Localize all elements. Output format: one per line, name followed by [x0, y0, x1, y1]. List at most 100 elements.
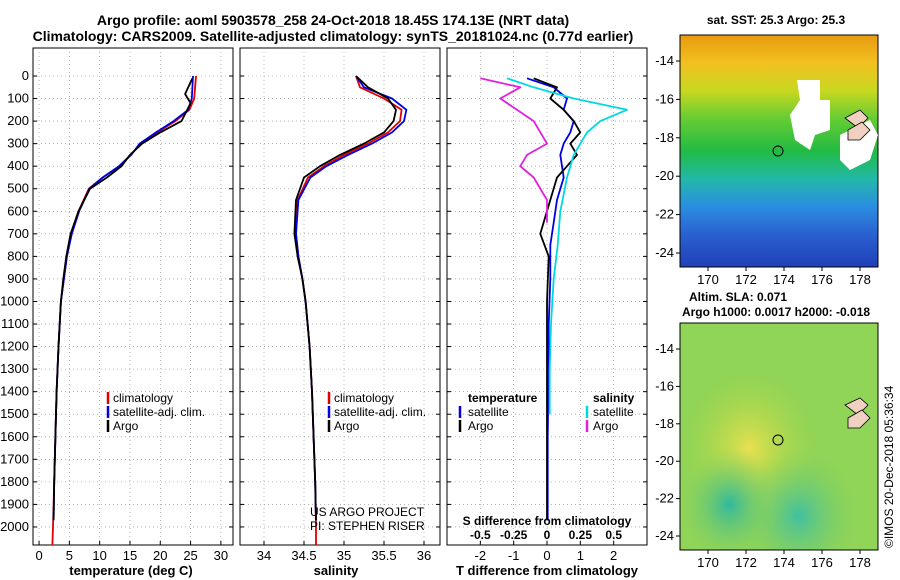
- map-y-tick-label: -16: [655, 378, 674, 393]
- sla-map-title-line-2: Argo h1000: 0.0017 h2000: -0.018: [682, 305, 870, 319]
- credit-pi: PI: STEPHEN RISER: [310, 519, 425, 533]
- map-x-tick-label: 176: [811, 555, 833, 570]
- s-diff-tick-label: -0.5: [470, 528, 491, 542]
- x-tick-label: 0: [35, 548, 42, 563]
- map-y-tick-label: -18: [655, 416, 674, 431]
- land-island: [847, 121, 871, 141]
- y-tick-label: 1100: [1, 316, 29, 331]
- series-salinity-argo: [293, 75, 397, 521]
- grid-layer: [33, 48, 647, 545]
- sst-map-axes: -14 -16 -18 -20 -22 -24 170 172 174 176 178: [655, 53, 871, 287]
- x-tick-label: 20: [153, 548, 167, 563]
- sla-map: [679, 322, 879, 551]
- y-tick-label: 800: [7, 248, 29, 263]
- map-y-tick-label: -20: [655, 453, 674, 468]
- y-tick-label: 900: [7, 271, 29, 286]
- x-tick-label: 34: [257, 548, 271, 563]
- argo-float-marker: [772, 145, 784, 157]
- map-y-tick-label: -24: [655, 245, 674, 260]
- series-temperature-climatology: [51, 75, 197, 546]
- legend-label-s-satellite: satellite: [593, 405, 634, 419]
- map-y-tick-label: -22: [655, 207, 674, 222]
- temperature-xlabel: temperature (deg C): [69, 563, 193, 578]
- map-x-tick-label: 178: [849, 555, 871, 570]
- y-tick-label: 1800: [0, 474, 29, 489]
- temperature-legend: climatology satellite-adj. clim. Argo: [106, 391, 205, 433]
- ticks-layer: 0 5 10 15 20 25 300100200300400500600700800900…: [0, 68, 647, 563]
- temperature-panel-frame: [32, 47, 234, 546]
- x-tick-label: 15: [123, 548, 137, 563]
- map-x-tick-label: 170: [697, 272, 719, 287]
- title-line-2: Climatology: CARS2009. Satellite-adjuste…: [33, 28, 634, 44]
- series-temperature-argo: [52, 77, 194, 521]
- map-y-tick-label: -24: [655, 528, 674, 543]
- y-tick-label: 1000: [0, 293, 29, 308]
- sla-map-frame: [679, 322, 879, 551]
- y-tick-label: 300: [7, 136, 29, 151]
- x-tick-label: 34.5: [291, 548, 316, 563]
- sla-low-anomaly-west: [680, 323, 878, 550]
- legend-label-argo: Argo: [113, 419, 139, 433]
- map-y-tick-label: -22: [655, 491, 674, 506]
- legend-label-satellite: satellite-adj. clim.: [334, 405, 426, 419]
- legend-heading-temperature: temperature: [468, 391, 538, 405]
- x-tick-label: 10: [92, 548, 106, 563]
- legend-label-s-argo: Argo: [593, 419, 619, 433]
- sst-map-frame: [679, 34, 879, 268]
- y-tick-label: 600: [7, 203, 29, 218]
- y-tick-label: 500: [7, 181, 29, 196]
- legend-label-t-satellite: satellite: [468, 405, 509, 419]
- series-difference-t-argo: [533, 77, 582, 521]
- map-x-tick-label: 174: [773, 272, 795, 287]
- series-difference-s-satellite: [506, 77, 628, 415]
- x-tick-label: 35.5: [371, 548, 396, 563]
- salinity-xlabel: salinity: [314, 563, 360, 578]
- series-temperature-satellite-adj-clim-: [52, 75, 194, 521]
- x-tick-label: -1: [508, 548, 520, 563]
- y-tick-label: 400: [7, 158, 29, 173]
- y-tick-label: 0: [22, 68, 29, 83]
- legend-label-argo: Argo: [334, 419, 360, 433]
- salinity-panel-frame: [239, 47, 441, 546]
- map-x-tick-label: 172: [735, 555, 757, 570]
- y-tick-label: 200: [7, 113, 29, 128]
- difference-salinity-legend: salinity satellite Argo: [585, 391, 635, 433]
- legend-label-climatology: climatology: [334, 391, 394, 405]
- sst-map-title: sat. SST: 25.3 Argo: 25.3: [707, 13, 846, 27]
- map-x-tick-label: 172: [735, 272, 757, 287]
- map-x-tick-label: 178: [849, 272, 871, 287]
- y-tick-label: 100: [7, 91, 29, 106]
- series-difference-s-argo: [480, 77, 548, 223]
- sst-cloud-mask: [790, 80, 830, 150]
- series-salinity-satellite-adj-clim-: [295, 75, 408, 521]
- x-tick-label: 35: [337, 548, 351, 563]
- s-diff-tick-label: 0: [544, 528, 551, 542]
- difference-xlabel: T difference from climatology: [456, 563, 639, 578]
- x-tick-label: 0: [543, 548, 550, 563]
- series-salinity-climatology: [295, 75, 403, 545]
- map-y-tick-label: -18: [655, 130, 674, 145]
- credit-project: US ARGO PROJECT: [310, 505, 425, 519]
- map-y-tick-label: -14: [655, 341, 674, 356]
- s-diff-tick-label: -0.25: [500, 528, 528, 542]
- x-tick-label: 1: [577, 548, 584, 563]
- x-tick-label: 36: [417, 548, 431, 563]
- timestamp: ©IMOS 20-Dec-2018 05:36:34: [882, 385, 896, 548]
- x-tick-label: 5: [66, 548, 73, 563]
- difference-temperature-legend: temperature satellite Argo: [458, 391, 538, 433]
- legend-label-climatology: climatology: [113, 391, 173, 405]
- salinity-legend: climatology satellite-adj. clim. Argo: [327, 391, 426, 433]
- sla-map-axes: -14 -16 -18 -20 -22 -24 170 172 174 176 178: [655, 341, 871, 570]
- s-difference-label: S difference from climatology: [463, 514, 632, 528]
- legend-label-t-argo: Argo: [468, 419, 494, 433]
- y-tick-label: 1400: [0, 384, 29, 399]
- s-diff-tick-label: 0.25: [569, 528, 593, 542]
- y-tick-label: 1600: [0, 429, 29, 444]
- series-difference-t-satellite: [526, 77, 575, 521]
- map-x-tick-label: 176: [811, 272, 833, 287]
- map-y-tick-label: -20: [655, 168, 674, 183]
- sla-map-title-line-1: Altim. SLA: 0.071: [689, 290, 787, 304]
- title-line-1: Argo profile: aoml 5903578_258 24-Oct-20…: [97, 12, 569, 28]
- x-tick-label: 30: [214, 548, 228, 563]
